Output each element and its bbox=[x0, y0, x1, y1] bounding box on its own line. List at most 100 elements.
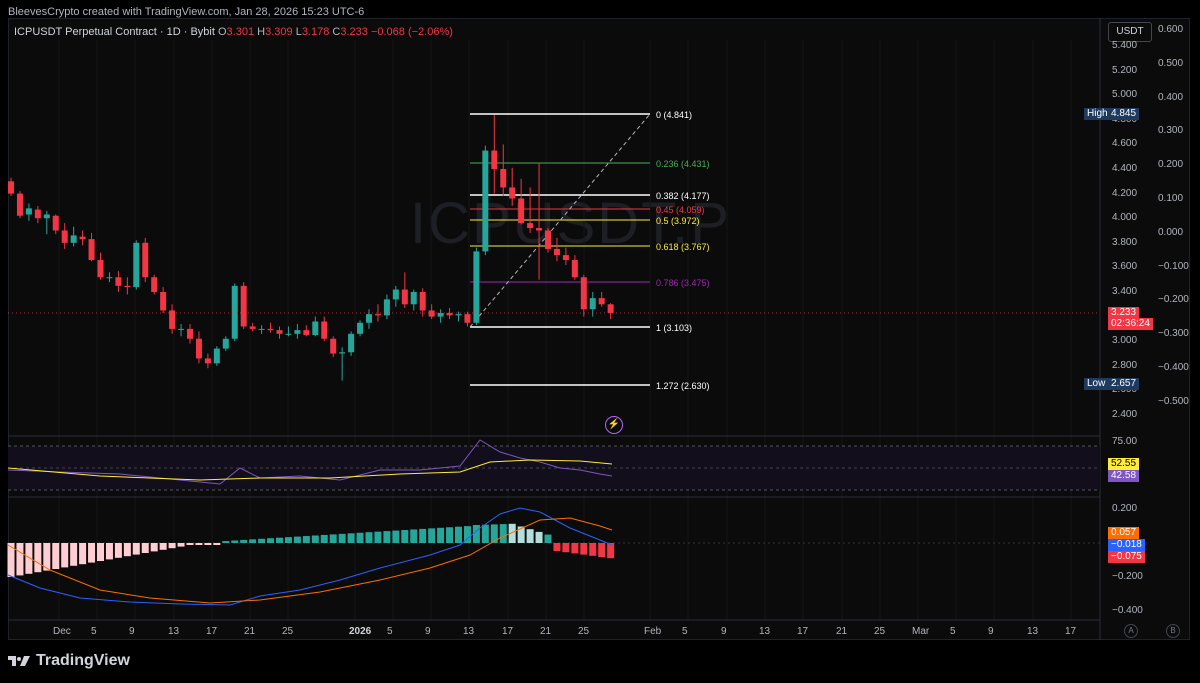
candle-body bbox=[580, 277, 587, 310]
time-tick-label: Dec bbox=[53, 626, 71, 637]
macd-histogram-bar bbox=[114, 543, 122, 558]
chart-area[interactable] bbox=[8, 18, 1190, 640]
macd-histogram-bar bbox=[302, 536, 310, 543]
candle-body bbox=[276, 330, 283, 334]
macd-histogram-bar bbox=[105, 543, 113, 560]
macd-histogram-bar bbox=[347, 533, 355, 543]
macd-histogram-bar bbox=[535, 531, 543, 543]
fib-level-label: 0 (4.841) bbox=[656, 110, 692, 120]
macd-histogram-bar bbox=[79, 543, 87, 565]
macd-line-tag: −0.018 bbox=[1108, 539, 1145, 551]
candle-body bbox=[607, 304, 614, 313]
candle-body bbox=[500, 169, 507, 188]
candle-body bbox=[222, 338, 229, 349]
time-tick-label: 13 bbox=[759, 626, 771, 637]
time-tick-label: 21 bbox=[540, 626, 552, 637]
price-tick-label: 4.400 bbox=[1112, 163, 1138, 174]
candle-body bbox=[294, 330, 301, 334]
log-scale-button[interactable]: B bbox=[1166, 624, 1180, 638]
time-tick-label: 17 bbox=[797, 626, 809, 637]
macd-histogram-bar bbox=[7, 543, 15, 577]
legend-low: 3.178 bbox=[301, 26, 330, 38]
candle-body bbox=[204, 358, 211, 364]
price-tick-label: 5.200 bbox=[1112, 64, 1138, 76]
auto-scale-button[interactable]: A bbox=[1124, 624, 1138, 638]
time-tick-label: 25 bbox=[282, 626, 294, 637]
time-tick-label: 21 bbox=[244, 626, 256, 637]
macd-histogram-bar bbox=[159, 543, 167, 550]
macd-histogram-bar bbox=[168, 543, 176, 549]
macd-histogram-bar bbox=[517, 526, 525, 543]
legend-o-label: O bbox=[217, 26, 227, 38]
fibonacci-retracement[interactable]: 0 (4.841) 0.236 (4.431) 0.382 (4.177) 0.45 … bbox=[469, 110, 710, 391]
macd-histogram-bar bbox=[88, 543, 96, 563]
rsi-value-tag: 42.58 bbox=[1108, 470, 1140, 482]
price-tick-label: 5.400 bbox=[1112, 40, 1138, 51]
secondary-tick-label: 0.600 bbox=[1158, 24, 1184, 35]
candle-body bbox=[392, 289, 399, 300]
candle-body bbox=[366, 314, 372, 323]
lightning-icon[interactable]: ⚡ bbox=[605, 416, 623, 434]
price-tick-label: 4.600 bbox=[1112, 138, 1138, 150]
rsi-upper-band-label: 75.00 bbox=[1112, 436, 1138, 447]
candle-body bbox=[321, 321, 328, 339]
candle-body bbox=[303, 330, 310, 336]
symbol-watermark: ICPUSDT.P bbox=[410, 191, 731, 256]
symbol-legend[interactable]: ICPUSDT Perpetual Contract · 1D · Bybit … bbox=[14, 26, 453, 38]
candle-body bbox=[231, 285, 238, 339]
rsi-ma-tag: 52.55 bbox=[1108, 458, 1140, 470]
time-tick-label: 13 bbox=[168, 626, 180, 637]
candle-body bbox=[527, 223, 534, 229]
candle-body bbox=[401, 289, 408, 305]
time-tick-label: 5 bbox=[387, 626, 393, 637]
macd-histogram-bar bbox=[499, 524, 507, 543]
fib-level-label: 0.786 (3.475) bbox=[656, 278, 710, 288]
tradingview-logo[interactable]: TradingView bbox=[8, 652, 130, 670]
candle-body bbox=[339, 352, 346, 354]
candle-body bbox=[312, 321, 319, 336]
price-tick-label: 3.000 bbox=[1112, 335, 1138, 347]
legend-c-label: C bbox=[332, 26, 341, 38]
price-tick-label: 4.000 bbox=[1112, 212, 1138, 224]
macd-tick-label: −0.400 bbox=[1112, 605, 1143, 616]
secondary-tick-label: −0.200 bbox=[1158, 294, 1189, 306]
macd-histogram-bar bbox=[508, 523, 516, 543]
countdown-tag: 02:36:24 bbox=[1108, 318, 1153, 330]
legend-open: 3.301 bbox=[226, 26, 255, 38]
macd-histogram-bar bbox=[338, 533, 346, 543]
candle-body bbox=[545, 230, 551, 249]
macd-histogram-bar bbox=[446, 527, 454, 543]
legend-close: 3.233 bbox=[340, 26, 368, 38]
currency-button[interactable]: USDT bbox=[1108, 22, 1152, 42]
candle-body bbox=[410, 292, 417, 305]
price-tick-label: 3.400 bbox=[1112, 286, 1138, 297]
macd-histogram-bar bbox=[34, 543, 42, 573]
price-tick-label: 3.600 bbox=[1112, 261, 1138, 273]
candle-body bbox=[357, 322, 364, 334]
candle-body bbox=[16, 193, 23, 216]
secondary-tick-label: 0.200 bbox=[1158, 159, 1184, 171]
candle-body bbox=[8, 181, 14, 194]
price-tick-label: 4.200 bbox=[1112, 187, 1138, 199]
macd-histogram-bar bbox=[329, 534, 337, 543]
low-label-tag: Low bbox=[1084, 378, 1109, 390]
macd-histogram-bar bbox=[607, 543, 615, 559]
tradingview-logo-icon bbox=[8, 656, 30, 666]
candle-body bbox=[509, 187, 516, 199]
rsi-pane bbox=[7, 439, 1100, 491]
macd-histogram-bar bbox=[240, 539, 248, 543]
candle-body bbox=[115, 277, 122, 286]
macd-histogram-bar bbox=[392, 530, 400, 543]
last-price-tag: 3.233 bbox=[1108, 307, 1140, 319]
macd-histogram-bar bbox=[25, 543, 33, 574]
candle-body bbox=[160, 292, 167, 311]
fib-level-label: 1 (3.103) bbox=[656, 323, 692, 333]
candle-body bbox=[267, 328, 274, 331]
macd-histogram-bar bbox=[544, 534, 552, 543]
candle-body bbox=[258, 328, 265, 330]
time-tick-label: 13 bbox=[463, 626, 475, 637]
candle-body bbox=[348, 333, 355, 353]
time-tick-label: Feb bbox=[644, 626, 662, 637]
